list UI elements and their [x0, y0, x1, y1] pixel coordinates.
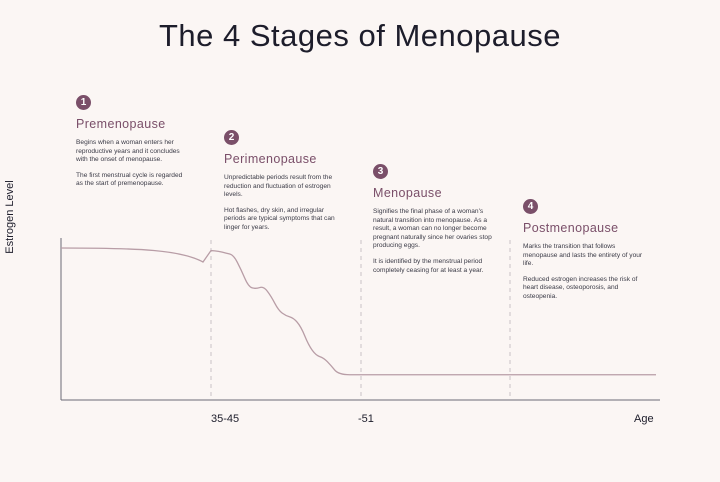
stage-number-badge: 1 [76, 95, 91, 110]
stage-paragraph: Unpredictable periods result from the re… [224, 174, 333, 199]
stage-paragraph: Reduced estrogen increases the risk of h… [523, 275, 638, 300]
stage-3: 3 Menopause Signifies the final phase of… [373, 164, 501, 282]
stage-number-badge: 4 [523, 199, 538, 214]
estrogen-level-line [60, 247, 656, 376]
y-axis-label: Estrogen Level [4, 180, 16, 254]
stage-paragraph: The first menstrual cycle is regarded as… [76, 171, 183, 188]
stage-paragraph: Begins when a woman enters her reproduct… [76, 139, 180, 164]
stage-description: Unpredictable periods result from the re… [224, 174, 340, 233]
stage-title: Perimenopause [224, 152, 317, 166]
x-axis-label: Age [634, 413, 654, 425]
stage-paragraph: Marks the transition that follows menopa… [523, 243, 643, 268]
x-tick-label-51: -51 [358, 413, 374, 425]
stage-paragraph: Hot flashes, dry skin, and irregular per… [224, 206, 335, 231]
stage-title: Premenopause [76, 117, 166, 131]
stage-1: 1 Premenopause Begins when a woman enter… [76, 95, 186, 196]
stage-4: 4 Postmenopause Marks the transition tha… [523, 199, 647, 309]
stage-description: Begins when a woman enters her reproduct… [76, 139, 186, 189]
stage-title: Postmenopause [523, 221, 619, 235]
stage-description: Signifies the final phase of a woman's n… [373, 208, 501, 275]
stage-2: 2 Perimenopause Unpredictable periods re… [224, 130, 340, 240]
stage-description: Marks the transition that follows menopa… [523, 243, 647, 302]
page-title: The 4 Stages of Menopause [159, 18, 561, 53]
stage-paragraph: Signifies the final phase of a woman's n… [373, 208, 492, 250]
stage-paragraph: It is identified by the menstrual period… [373, 257, 484, 274]
stage-number-badge: 2 [224, 130, 239, 145]
stage-title: Menopause [373, 186, 442, 200]
stage-number-badge: 3 [373, 164, 388, 179]
x-tick-label-35-45: 35-45 [211, 413, 240, 425]
